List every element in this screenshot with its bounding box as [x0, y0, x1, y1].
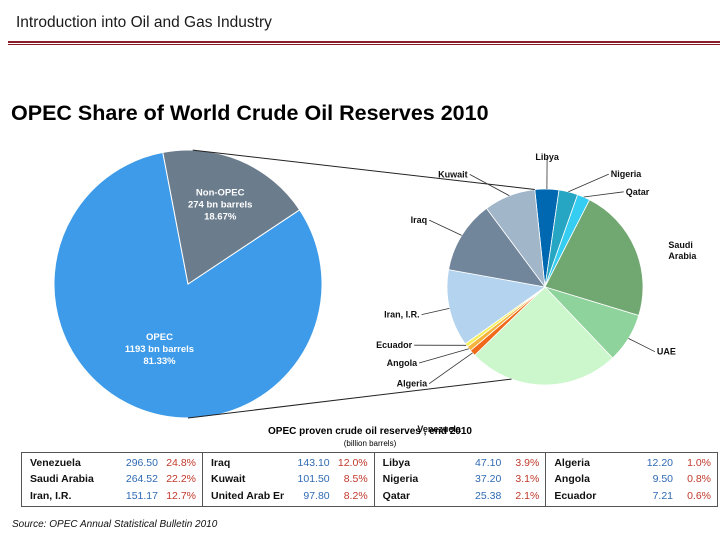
header-rule-thin: [8, 44, 720, 45]
reserve-value: 47.10: [475, 457, 502, 470]
table-column: Venezuela 296.50 24.8% Saudi Arabia 264.…: [22, 453, 202, 506]
reserve-value: 296.50: [125, 457, 158, 470]
reserve-share: 0.6%: [687, 489, 711, 502]
country-name: Iran, I.R.: [30, 489, 72, 502]
table-row: Ecuador 7.21 0.6%: [546, 488, 717, 504]
slice-label-nigeria: Nigeria: [611, 169, 643, 179]
reserve-value: 12.20: [646, 457, 673, 470]
leader-line-kuwait: [469, 174, 510, 197]
chart-title: OPEC Share of World Crude Oil Reserves 2…: [11, 101, 489, 125]
country-name: Iraq: [211, 457, 231, 470]
reserve-value: 151.17: [125, 489, 158, 502]
slice-label-qatar: Qatar: [626, 187, 650, 197]
reserve-share: 8.2%: [343, 489, 368, 502]
reserve-share: 3.1%: [515, 473, 540, 486]
source-note: Source: OPEC Annual Statistical Bulletin…: [12, 519, 218, 530]
reserve-value: 97.80: [303, 489, 330, 502]
slice-label-libya: Libya: [535, 152, 560, 162]
slice-label-opec: 81.33%: [143, 356, 176, 367]
reserve-share: 22.2%: [166, 473, 196, 486]
reserve-value: 143.10: [297, 457, 330, 470]
slice-label-saudi-arabia: Saudi: [668, 240, 693, 250]
table-column: Iraq 143.10 12.0% Kuwait 101.50 8.5% Uni…: [202, 453, 374, 506]
slice-label-venezuela: Venezuela: [417, 424, 462, 434]
country-name: Algeria: [554, 457, 590, 470]
slice-label-iraq: Iraq: [411, 215, 428, 225]
country-name: Libya: [382, 457, 411, 470]
table-row: Iran, I.R. 151.17 12.7%: [22, 488, 202, 504]
reserve-share: 2.1%: [515, 489, 540, 502]
table-row: Saudi Arabia 264.52 22.2%: [22, 471, 202, 487]
pie-slice-iraq: [448, 207, 546, 288]
table-row: United Arab Emirates 97.80 8.2%: [203, 488, 374, 504]
reserve-value: 37.20: [475, 473, 502, 486]
slice-label-ecuador: Ecuador: [376, 340, 413, 350]
slice-label-algeria: Algeria: [397, 379, 429, 389]
slice-label-non-opec: 18.67%: [204, 211, 237, 222]
reserve-value: 264.52: [125, 473, 158, 486]
leader-line-angola: [418, 348, 470, 364]
table-column: Libya 47.10 3.9% Nigeria 37.20 3.1% Qata…: [373, 453, 546, 506]
slice-label-kuwait: Kuwait: [438, 169, 468, 179]
reserve-share: 1.0%: [687, 457, 711, 470]
country-name: Ecuador: [554, 489, 597, 502]
table-row: Libya 47.10 3.9%: [375, 455, 546, 471]
table-row: Kuwait 101.50 8.5%: [203, 471, 374, 487]
table-column: Algeria 12.20 1.0% Angola 9.50 0.8% Ecua…: [545, 453, 717, 506]
reserve-share: 3.9%: [515, 457, 540, 470]
header-rule-thick: [8, 41, 720, 43]
slice-label-opec: OPEC: [146, 332, 173, 343]
reserve-share: 12.7%: [166, 489, 196, 502]
pie-slice-saudi-arabia: [544, 199, 644, 316]
reserve-value: 9.50: [652, 473, 673, 486]
leader-line-iraq: [429, 219, 462, 236]
slice-label-angola: Angola: [387, 358, 418, 368]
country-name: Kuwait: [211, 473, 246, 486]
reserve-value: 25.38: [475, 489, 502, 502]
pie-slice-opec: [53, 151, 323, 419]
table-row: Iraq 143.10 12.0%: [203, 455, 374, 471]
reserve-value: 7.21: [652, 489, 673, 502]
slice-label-iran-i-r: Iran, I.R.: [384, 310, 420, 320]
table-row: Angola 9.50 0.8%: [546, 471, 717, 487]
reserve-share: 8.5%: [343, 473, 368, 486]
table-row: Algeria 12.20 1.0%: [546, 455, 717, 471]
table-row: Venezuela 296.50 24.8%: [22, 455, 202, 471]
pie-slice-non-opec: [162, 149, 301, 285]
table-row: Qatar 25.38 2.1%: [375, 488, 546, 504]
slice-label-non-opec: 274 bn barrels: [188, 199, 252, 210]
slice-label-opec: 1193 bn barrels: [125, 344, 194, 355]
slice-label-uae: UAE: [657, 347, 676, 357]
country-name: Nigeria: [382, 473, 419, 486]
country-name: Angola: [554, 473, 590, 486]
reserve-share: 0.8%: [687, 473, 711, 486]
leader-line-algeria: [428, 352, 473, 385]
reserve-value: 101.50: [297, 473, 330, 486]
slice-label-saudi-arabia: Arabia: [668, 251, 697, 261]
reserve-share: 12.0%: [337, 457, 368, 470]
slice-label-non-opec: Non-OPEC: [196, 187, 245, 198]
country-name: United Arab Emirates: [211, 489, 284, 502]
table-row: Nigeria 37.20 3.1%: [375, 471, 546, 487]
leader-line-uae: [628, 338, 656, 353]
leader-line-nigeria: [568, 173, 609, 193]
leader-line-iran-i-r: [421, 308, 450, 315]
slide-header: Introduction into Oil and Gas Industry: [16, 14, 272, 31]
connector-line: [192, 149, 535, 190]
country-name: Saudi Arabia: [30, 473, 94, 486]
pie-slice-venezuela: [474, 286, 614, 386]
table-title: OPEC proven crude oil reserves , end 201…: [268, 426, 472, 437]
reserve-share: 24.8%: [166, 457, 196, 470]
country-name: Venezuela: [30, 457, 81, 470]
reserves-table: Venezuela 296.50 24.8% Saudi Arabia 264.…: [21, 452, 718, 507]
connector-line: [187, 378, 512, 419]
country-name: Qatar: [382, 489, 411, 502]
table-subtitle: (billion barrels): [343, 439, 397, 448]
leader-line-qatar: [583, 191, 624, 198]
